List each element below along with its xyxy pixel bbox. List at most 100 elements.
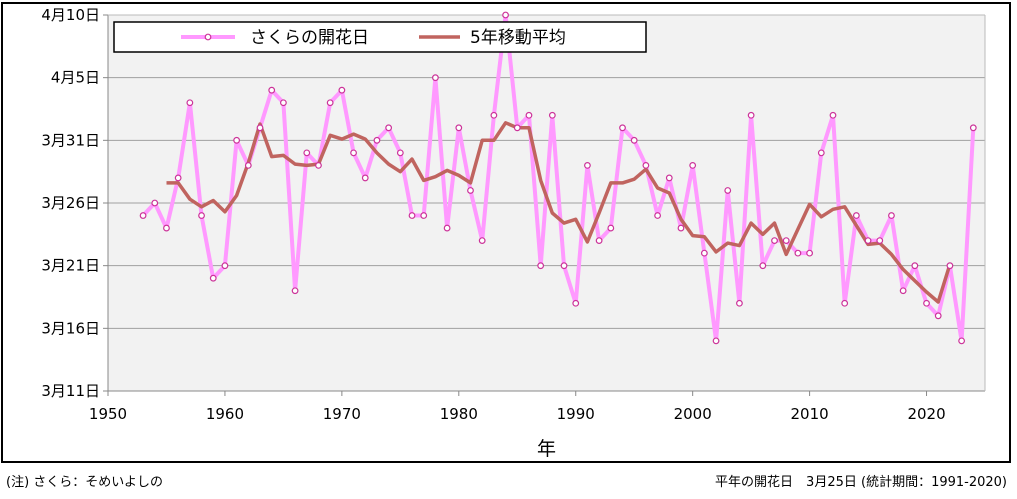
data-point-sakura <box>408 212 416 219</box>
data-point-sakura <box>595 237 603 245</box>
data-point-sakura <box>209 274 217 282</box>
data-point-sakura <box>619 124 626 132</box>
data-point-sakura <box>584 161 591 169</box>
y-tick-label: 3月26日 <box>41 194 100 212</box>
data-point-sakura <box>771 237 778 245</box>
data-point-sakura <box>806 249 813 257</box>
data-point-sakura <box>665 174 673 182</box>
x-tick-label: 2000 <box>674 405 712 423</box>
data-point-sakura <box>817 149 825 157</box>
x-tick-label: 1950 <box>89 405 127 423</box>
footnote-normal-date: 平年の開花日 3月25日 (統計期間：1991-2020) <box>715 475 1007 490</box>
data-point-sakura <box>654 212 661 219</box>
data-point-sakura <box>315 161 322 169</box>
data-point-sakura <box>502 11 509 19</box>
data-point-sakura <box>268 86 276 94</box>
y-tick-label: 3月31日 <box>41 131 100 149</box>
series-layer <box>139 11 977 345</box>
data-point-sakura <box>747 111 755 119</box>
data-point-sakura <box>432 74 439 82</box>
y-tick-label: 4月10日 <box>41 6 100 24</box>
data-point-sakura <box>911 262 919 270</box>
data-point-sakura <box>221 262 229 270</box>
y-tick-label: 3月11日 <box>41 382 100 400</box>
legend-marker-sakura <box>204 33 212 41</box>
data-point-sakura <box>852 212 860 219</box>
footnote-note: (注) さくら：そめいよしの <box>6 475 164 490</box>
axes <box>103 14 986 396</box>
data-point-sakura <box>782 237 790 245</box>
data-point-sakura <box>689 161 697 169</box>
data-point-sakura <box>490 111 498 119</box>
y-tick-label: 3月16日 <box>41 319 100 337</box>
data-point-sakura <box>548 111 556 119</box>
y-tick-label: 3月21日 <box>41 257 100 275</box>
data-point-sakura <box>373 136 381 144</box>
data-point-sakura <box>163 224 170 232</box>
legend: さくらの開花日 5年移動平均 <box>113 21 647 53</box>
data-point-sakura <box>841 299 849 307</box>
data-point-sakura <box>864 237 872 245</box>
data-point-sakura <box>361 174 369 182</box>
data-point-sakura <box>934 312 942 320</box>
series-line-moving-average <box>166 121 952 304</box>
x-tick-label: 1960 <box>206 405 244 423</box>
data-point-sakura <box>338 86 346 94</box>
data-point-sakura <box>969 124 977 132</box>
data-point-sakura <box>233 136 241 144</box>
data-point-sakura <box>478 237 486 245</box>
data-point-sakura <box>958 337 966 345</box>
x-tick-label: 1980 <box>440 405 478 423</box>
data-point-sakura <box>385 124 393 132</box>
y-tick-labels: 3月11日 3月16日 3月21日 3月26日 3月31日 4月5日 4月10日 <box>41 6 100 400</box>
data-point-sakura <box>443 224 451 232</box>
data-point-sakura <box>829 111 837 119</box>
data-point-sakura <box>174 174 182 182</box>
data-point-sakura <box>396 149 404 157</box>
data-point-sakura <box>467 187 474 194</box>
data-point-sakura <box>794 249 802 257</box>
data-point-sakura <box>350 149 357 157</box>
data-point-sakura <box>280 99 287 107</box>
data-point-sakura <box>759 262 767 270</box>
data-point-sakura <box>572 299 580 307</box>
data-point-sakura <box>630 136 638 144</box>
x-tick-label: 2010 <box>791 405 829 423</box>
data-point-sakura <box>198 212 205 219</box>
data-point-sakura <box>876 237 884 245</box>
legend-label-sakura: さくらの開花日 <box>250 28 369 48</box>
data-point-sakura <box>700 249 708 257</box>
data-point-sakura <box>420 212 428 219</box>
data-point-sakura <box>326 99 334 107</box>
data-point-sakura <box>513 124 521 132</box>
x-tick-labels: 1950 1960 1970 1980 1990 2000 2010 2020 <box>89 405 946 423</box>
data-point-sakura <box>256 124 264 132</box>
data-point-sakura <box>139 212 147 219</box>
data-point-sakura <box>736 299 743 307</box>
x-axis-title: 年 <box>537 438 556 460</box>
x-tick-label: 2020 <box>907 405 945 423</box>
data-point-sakura <box>291 287 299 295</box>
x-tick-label: 1990 <box>557 405 595 423</box>
data-point-sakura <box>724 187 732 194</box>
data-point-sakura <box>186 99 194 107</box>
data-point-sakura <box>151 199 159 207</box>
x-tick-label: 1970 <box>323 405 361 423</box>
data-point-sakura <box>888 212 895 219</box>
data-point-sakura <box>560 262 568 270</box>
data-point-sakura <box>946 262 954 270</box>
data-point-sakura <box>537 262 545 270</box>
y-tick-label: 4月5日 <box>51 69 100 87</box>
legend-label-moving-average: 5年移動平均 <box>470 28 566 48</box>
data-point-sakura <box>899 287 907 295</box>
data-point-sakura <box>525 111 533 119</box>
data-point-sakura <box>642 161 650 169</box>
data-point-sakura <box>607 224 615 232</box>
data-point-sakura <box>455 124 463 132</box>
data-point-sakura <box>303 149 311 157</box>
data-point-sakura <box>677 224 685 232</box>
data-point-sakura <box>244 161 252 169</box>
data-point-sakura <box>923 299 930 307</box>
data-point-sakura <box>712 337 720 345</box>
